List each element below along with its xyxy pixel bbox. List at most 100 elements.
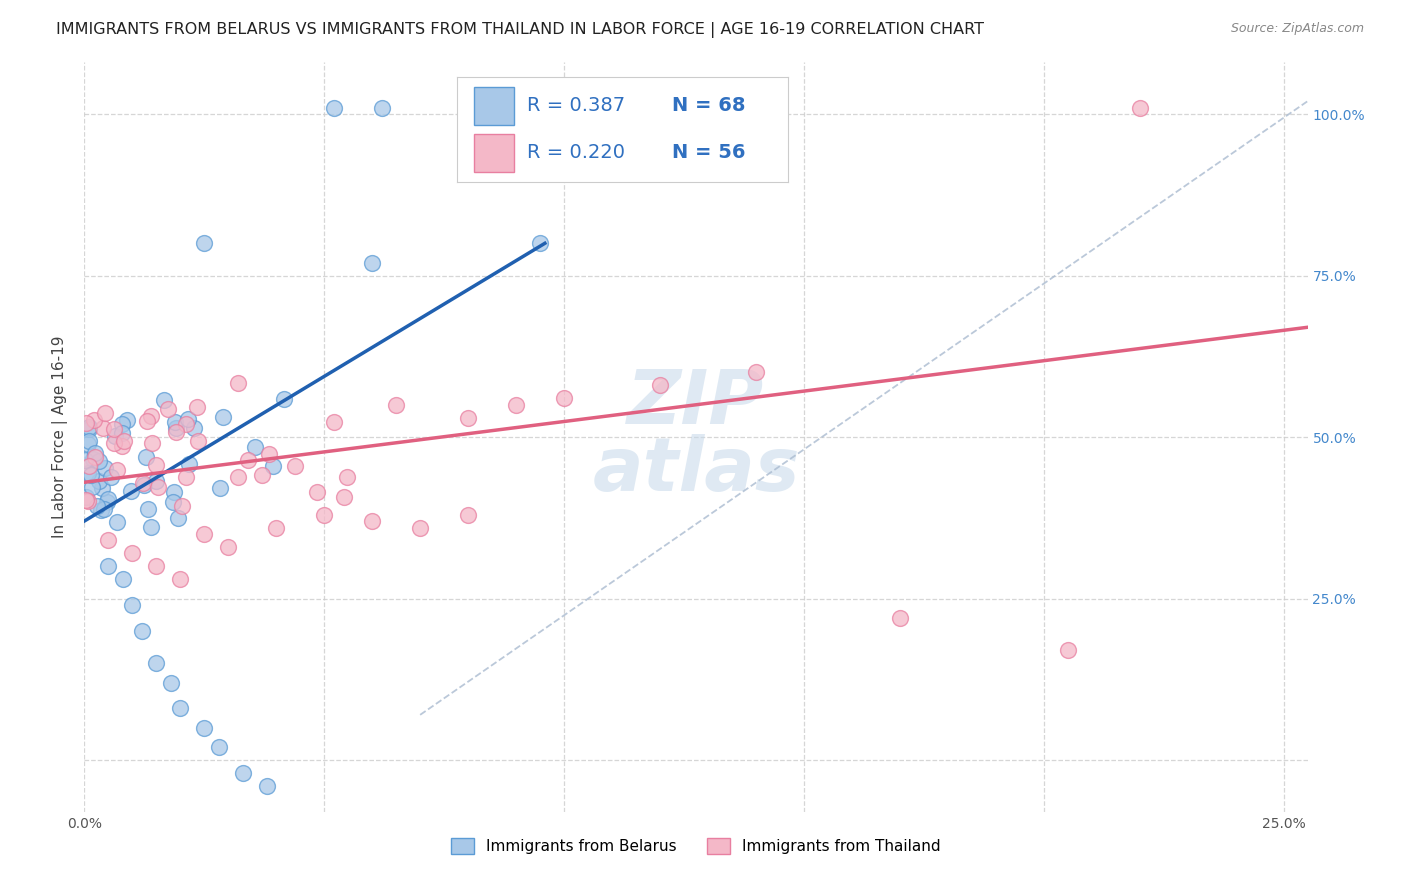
- Point: [153, 392, 176, 407]
- Point: [208, 481, 231, 495]
- Point: [120, 484, 142, 499]
- Point: [163, 415, 186, 429]
- Point: [97, 492, 120, 507]
- Point: [136, 502, 159, 516]
- Point: [165, 421, 187, 435]
- Point: [82, 452, 104, 467]
- Point: [232, 766, 254, 780]
- Point: [208, 740, 231, 755]
- Point: [77, 458, 100, 473]
- Point: [87, 475, 110, 489]
- Point: [243, 440, 266, 454]
- Point: [96, 495, 118, 509]
- Point: [73, 452, 96, 467]
- Point: [105, 515, 128, 529]
- Point: [145, 656, 167, 670]
- Point: [112, 434, 135, 448]
- Point: [169, 572, 191, 586]
- Point: [322, 416, 344, 430]
- Point: [132, 476, 155, 491]
- Point: [169, 701, 191, 715]
- Point: [177, 411, 200, 425]
- Point: [75, 490, 97, 504]
- Point: [333, 490, 356, 504]
- Point: [77, 467, 100, 481]
- Point: [457, 508, 479, 522]
- Point: [77, 420, 100, 434]
- Point: [336, 469, 359, 483]
- Point: [257, 446, 280, 460]
- Point: [193, 721, 215, 735]
- Point: [103, 421, 125, 435]
- Point: [371, 101, 394, 115]
- Point: [409, 520, 432, 534]
- Point: [176, 470, 198, 484]
- Point: [187, 434, 209, 448]
- Point: [107, 463, 129, 477]
- Point: [322, 101, 344, 115]
- Legend: Immigrants from Belarus, Immigrants from Thailand: Immigrants from Belarus, Immigrants from…: [444, 832, 948, 860]
- Point: [90, 503, 112, 517]
- Point: [170, 500, 193, 514]
- Point: [77, 434, 100, 449]
- Point: [77, 436, 100, 450]
- Point: [228, 376, 250, 390]
- Point: [217, 540, 239, 554]
- Y-axis label: In Labor Force | Age 16-19: In Labor Force | Age 16-19: [52, 335, 69, 539]
- Point: [75, 492, 97, 507]
- Text: IMMIGRANTS FROM BELARUS VS IMMIGRANTS FROM THAILAND IN LABOR FORCE | AGE 16-19 C: IMMIGRANTS FROM BELARUS VS IMMIGRANTS FR…: [56, 22, 984, 38]
- Point: [250, 468, 273, 483]
- Point: [93, 501, 115, 516]
- Point: [264, 520, 287, 534]
- Point: [889, 611, 911, 625]
- Point: [159, 675, 181, 690]
- Point: [163, 485, 186, 500]
- Point: [145, 475, 167, 489]
- Point: [505, 398, 527, 412]
- Point: [121, 546, 143, 560]
- Point: [307, 485, 329, 500]
- Point: [132, 478, 155, 492]
- Point: [80, 480, 103, 494]
- Point: [648, 378, 671, 392]
- Point: [236, 453, 259, 467]
- Point: [262, 458, 284, 473]
- Point: [80, 467, 103, 482]
- Point: [273, 392, 295, 406]
- Point: [131, 624, 153, 638]
- Point: [86, 499, 108, 513]
- Point: [361, 514, 384, 528]
- Point: [212, 409, 235, 424]
- Point: [165, 425, 187, 440]
- Point: [141, 436, 163, 450]
- Point: [256, 779, 278, 793]
- Point: [1056, 643, 1078, 657]
- Point: [103, 436, 125, 450]
- Point: [193, 527, 215, 541]
- Point: [157, 401, 180, 416]
- Point: [745, 366, 768, 380]
- Point: [529, 236, 551, 251]
- Point: [75, 417, 97, 431]
- Point: [145, 559, 167, 574]
- Point: [193, 236, 215, 251]
- Point: [87, 454, 110, 468]
- Point: [553, 392, 575, 406]
- Point: [135, 450, 157, 465]
- Point: [90, 481, 112, 495]
- Point: [79, 422, 101, 436]
- Point: [83, 446, 105, 460]
- Point: [111, 439, 134, 453]
- Point: [162, 495, 184, 509]
- Point: [1129, 101, 1152, 115]
- Point: [145, 458, 167, 472]
- Point: [141, 520, 163, 534]
- Point: [183, 420, 205, 434]
- Point: [226, 470, 249, 484]
- Point: [385, 398, 408, 412]
- Point: [179, 457, 201, 471]
- Point: [167, 511, 190, 525]
- Point: [83, 413, 105, 427]
- Point: [186, 401, 208, 415]
- Point: [91, 420, 114, 434]
